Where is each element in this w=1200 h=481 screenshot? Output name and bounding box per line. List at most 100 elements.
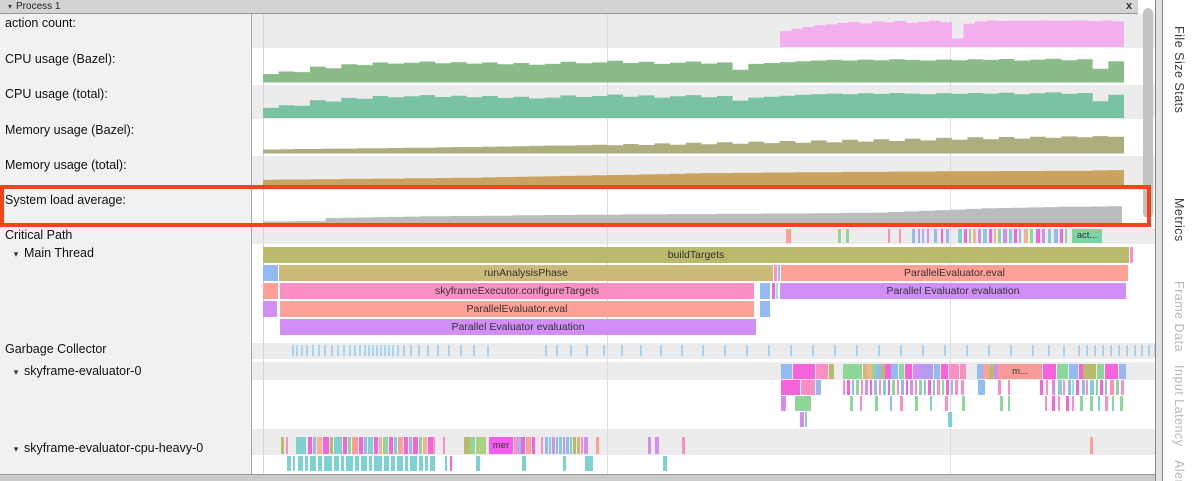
segment[interactable] [879, 380, 881, 395]
segment[interactable] [323, 437, 329, 454]
segment[interactable] [428, 437, 433, 454]
slice-buildtargets[interactable]: buildTargets [263, 247, 1129, 263]
segment[interactable] [263, 301, 277, 317]
segment[interactable] [846, 229, 849, 243]
segment[interactable] [549, 437, 551, 454]
segment[interactable] [337, 345, 339, 356]
segment[interactable] [958, 229, 962, 243]
segment[interactable] [941, 364, 948, 379]
segment[interactable] [392, 345, 394, 356]
segment[interactable] [1036, 229, 1040, 243]
segment[interactable] [379, 437, 382, 454]
segment[interactable] [946, 229, 949, 243]
segment[interactable] [912, 229, 915, 243]
segment[interactable] [856, 380, 859, 395]
segment[interactable] [1090, 380, 1094, 395]
segment[interactable] [545, 437, 548, 454]
segment[interactable] [746, 345, 748, 356]
segment[interactable] [1116, 380, 1119, 395]
segment[interactable] [945, 396, 948, 411]
segment[interactable] [450, 456, 452, 471]
segment[interactable] [1058, 396, 1060, 411]
segment[interactable] [394, 437, 397, 454]
segment[interactable] [596, 437, 599, 454]
segment[interactable] [942, 380, 944, 395]
segment[interactable] [891, 364, 898, 379]
segment[interactable] [989, 364, 994, 379]
segment[interactable] [359, 345, 361, 356]
segment[interactable] [384, 456, 389, 471]
segment[interactable] [445, 456, 447, 471]
segment[interactable] [774, 265, 777, 281]
segment[interactable] [573, 437, 576, 454]
segment[interactable] [1063, 380, 1065, 395]
segment[interactable] [776, 283, 778, 299]
segment[interactable] [1019, 229, 1021, 243]
slice-m-[interactable]: m... [998, 364, 1042, 379]
segment[interactable] [1000, 396, 1003, 411]
segment[interactable] [1094, 345, 1096, 356]
segment[interactable] [994, 229, 996, 243]
segment[interactable] [1082, 380, 1085, 395]
segment[interactable] [1042, 229, 1045, 243]
segment[interactable] [655, 437, 659, 454]
segment[interactable] [977, 364, 983, 379]
segment[interactable] [881, 364, 885, 379]
segment[interactable] [1096, 380, 1098, 395]
segment[interactable] [419, 437, 422, 454]
segment[interactable] [983, 364, 989, 379]
segment[interactable] [541, 437, 543, 454]
segment[interactable] [1112, 396, 1114, 411]
segment[interactable] [760, 301, 770, 317]
segment[interactable] [487, 345, 489, 356]
segment[interactable] [1083, 364, 1096, 379]
segment[interactable] [927, 229, 929, 243]
segment[interactable] [310, 456, 316, 471]
segment[interactable] [998, 229, 1001, 243]
segment[interactable] [1086, 380, 1088, 395]
segment[interactable] [778, 265, 780, 281]
segment[interactable] [1098, 396, 1100, 411]
segment[interactable] [834, 345, 836, 356]
segment[interactable] [301, 345, 303, 356]
segment[interactable] [398, 437, 403, 454]
segment[interactable] [790, 345, 792, 356]
close-icon[interactable]: x [1126, 0, 1133, 12]
segment[interactable] [934, 229, 937, 243]
segment[interactable] [585, 456, 593, 471]
segment[interactable] [464, 437, 470, 454]
segment[interactable] [514, 437, 518, 454]
segment[interactable] [324, 345, 326, 356]
segment[interactable] [960, 364, 966, 379]
segment[interactable] [287, 456, 291, 471]
segment[interactable] [545, 345, 547, 356]
segment[interactable] [1065, 229, 1067, 243]
segment[interactable] [921, 364, 933, 379]
segment[interactable] [1040, 380, 1043, 395]
segment[interactable] [397, 456, 403, 471]
slice-parallelevaluator-eval[interactable]: ParallelEvaluator.eval [781, 265, 1128, 281]
tab-metrics[interactable]: Metrics [1172, 198, 1186, 242]
segment[interactable] [900, 396, 903, 411]
segment[interactable] [1080, 396, 1083, 411]
segment[interactable] [948, 412, 952, 427]
segment[interactable] [1090, 396, 1093, 411]
segment[interactable] [1009, 229, 1012, 243]
segment[interactable] [934, 364, 940, 379]
track-label-skyframe-evaluator-cpu-heavy-0[interactable]: ▾ skyframe-evaluator-cpu-heavy-0 [8, 441, 204, 455]
segment[interactable] [856, 345, 858, 356]
segment[interactable] [915, 396, 918, 411]
segment[interactable] [1068, 380, 1071, 395]
segment[interactable] [888, 229, 890, 243]
segment[interactable] [682, 437, 685, 454]
segment[interactable] [383, 437, 388, 454]
segment[interactable] [397, 345, 399, 356]
segment[interactable] [988, 345, 990, 356]
segment[interactable] [969, 229, 971, 243]
track-label-skyframe-evaluator-0[interactable]: ▾ skyframe-evaluator-0 [8, 364, 142, 378]
segment[interactable] [883, 380, 886, 395]
segment[interactable] [1060, 229, 1063, 243]
segment[interactable] [313, 437, 316, 454]
segment[interactable] [330, 437, 333, 454]
segment[interactable] [526, 437, 531, 454]
